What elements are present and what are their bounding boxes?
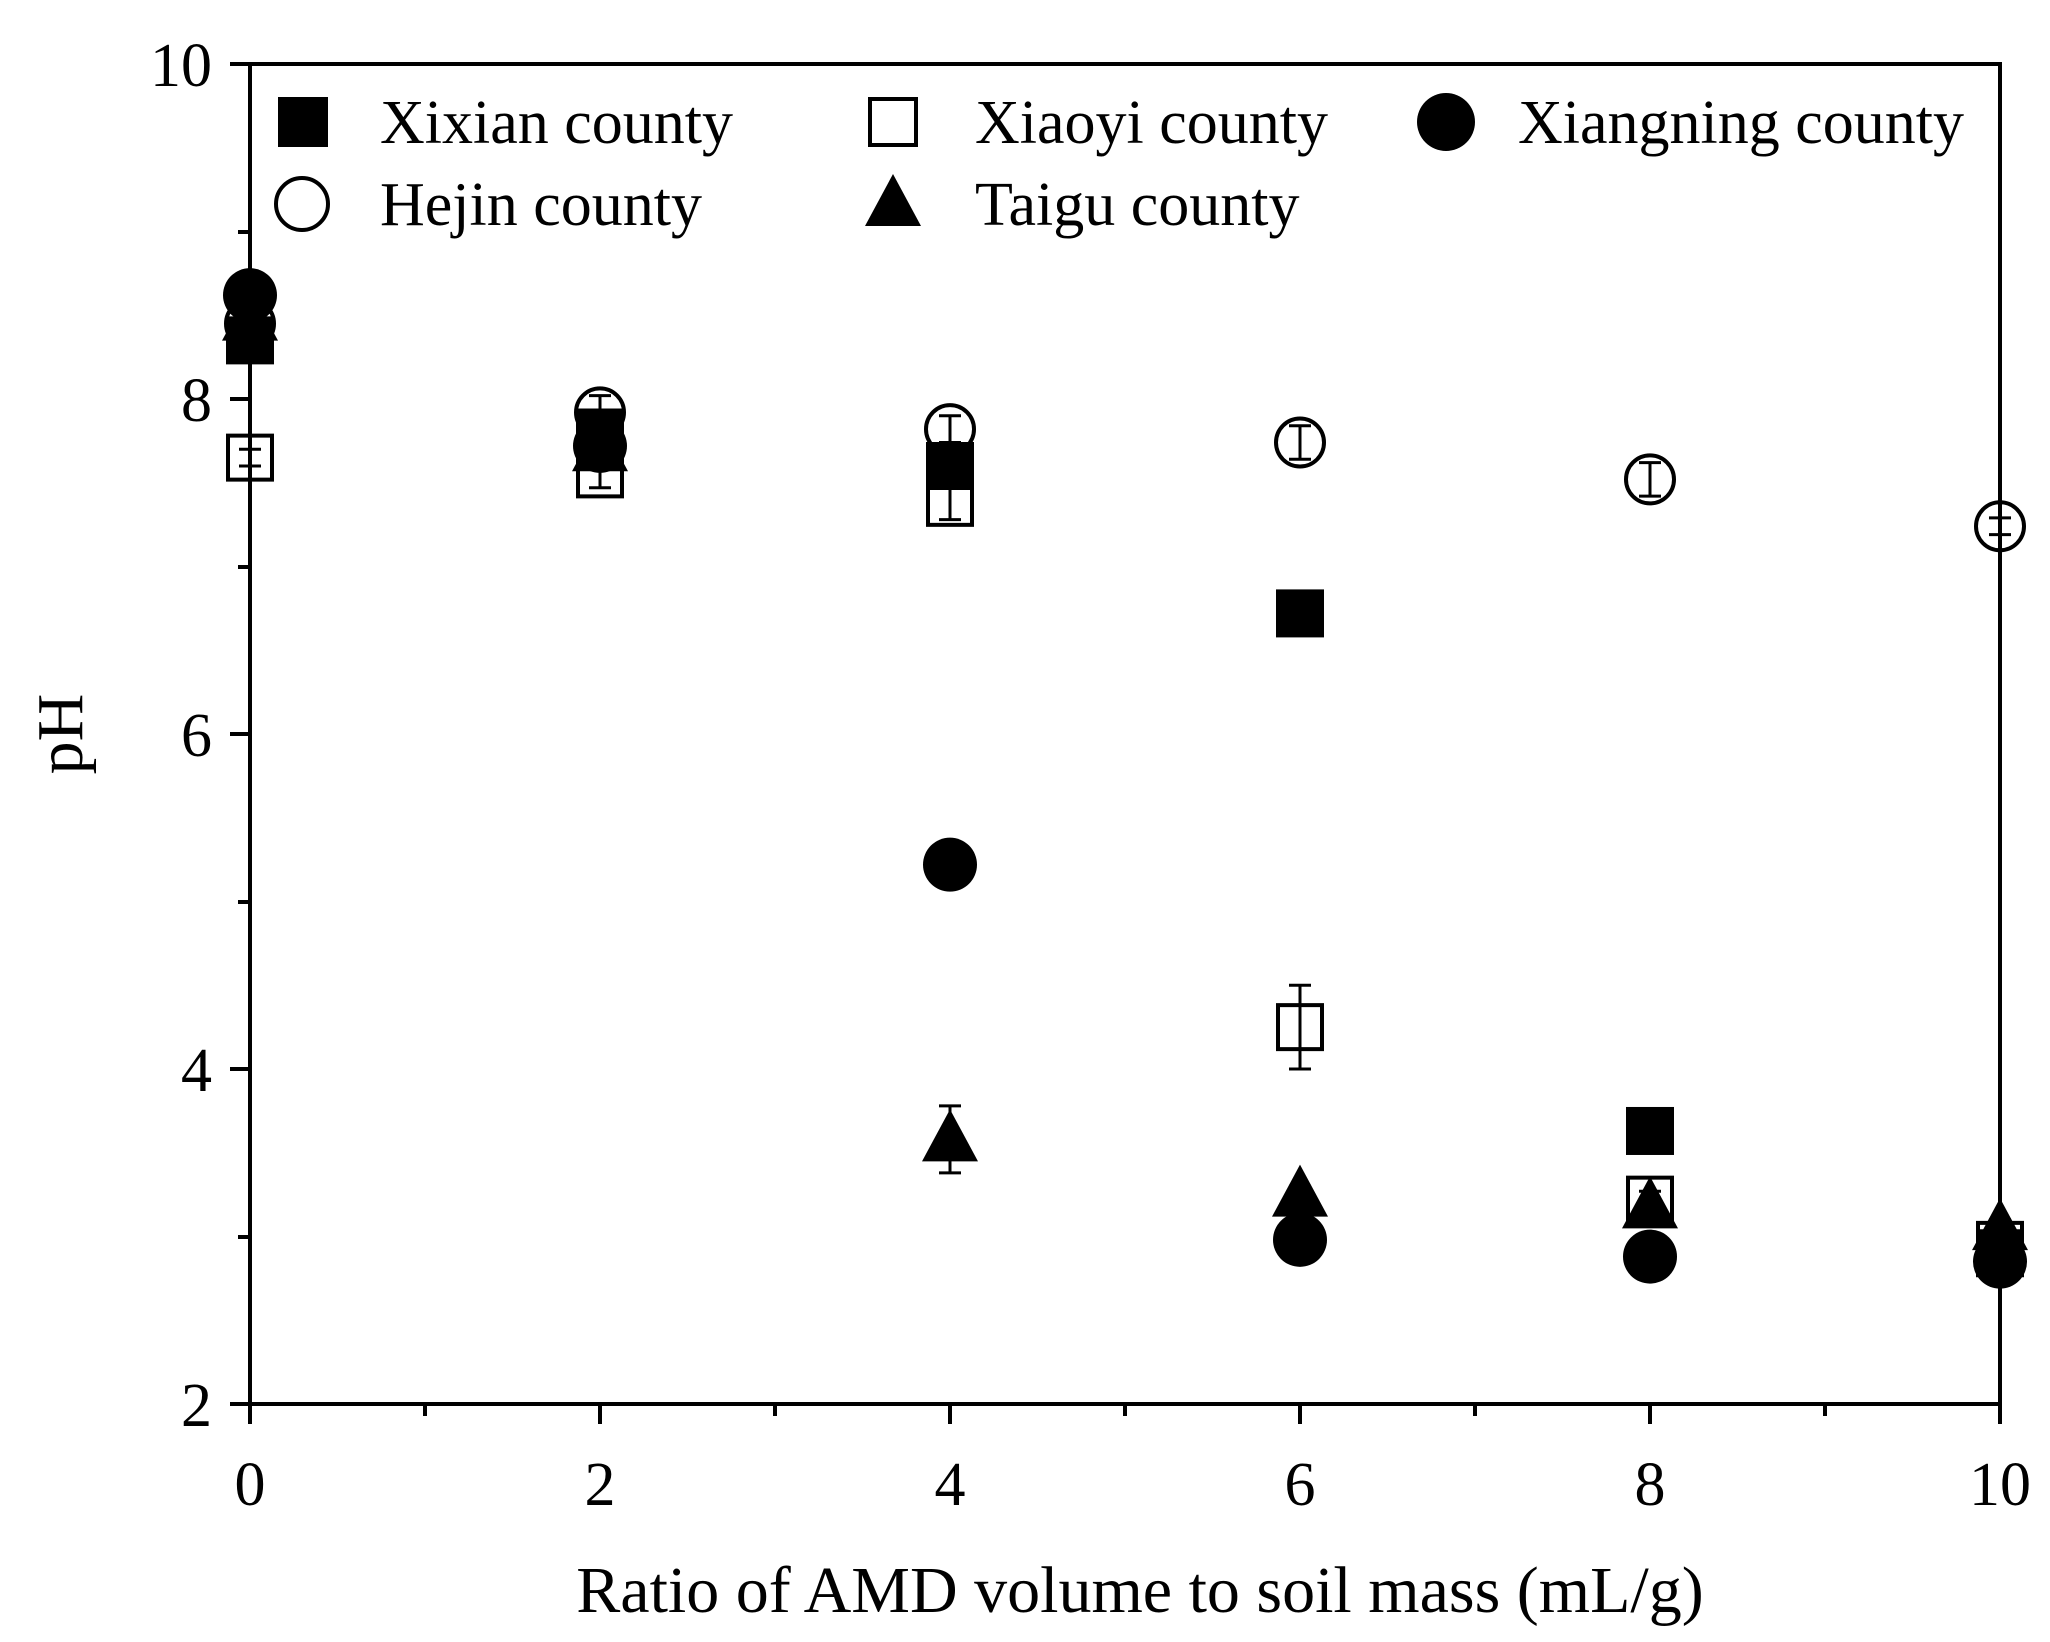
legend-label: Xixian county (380, 89, 733, 157)
data-point-filled-circle (1273, 1212, 1327, 1267)
legend-marker-filled-triangle (865, 174, 921, 226)
data-point-open-square (1276, 1003, 1324, 1052)
x-tick-label: 4 (935, 1451, 966, 1519)
legend-marker-open-square (868, 97, 918, 147)
y-axis-ticks (230, 62, 250, 1406)
data-point-filled-triangle (1272, 1164, 1328, 1217)
data-point-filled-triangle (1972, 1198, 2028, 1251)
data-point-filled-square (1626, 1106, 1674, 1155)
legend-marker-open-circle (274, 176, 330, 232)
data-layer (222, 268, 2028, 1289)
data-point-open-circle (1624, 453, 1676, 506)
data-point-filled-triangle (222, 288, 278, 341)
data-point-open-square (926, 478, 974, 527)
x-tick-label: 0 (235, 1451, 266, 1519)
x-axis-ticks (248, 1404, 2002, 1424)
data-point-filled-circle (923, 837, 977, 892)
y-tick-label: 8 (181, 367, 212, 435)
x-tick-labels: 0 2 4 6 8 10 (235, 1451, 2032, 1519)
y-tick-label: 4 (181, 1037, 212, 1105)
y-tick-label: 2 (181, 1372, 212, 1440)
data-point-open-circle (1974, 500, 2026, 553)
legend-marker-filled-square (278, 97, 328, 147)
legend-marker-filled-circle (1417, 93, 1475, 151)
data-point-filled-triangle (572, 419, 628, 472)
y-tick-label: 10 (150, 32, 212, 100)
legend-label: Hejin county (380, 171, 702, 239)
data-point-open-square (226, 433, 274, 482)
data-point-filled-circle (1623, 1229, 1677, 1284)
x-tick-label: 8 (1635, 1451, 1666, 1519)
data-point-open-circle (1274, 416, 1326, 469)
y-tick-labels: 2 4 6 8 10 (150, 32, 212, 1440)
legend-label: Xiaoyi county (975, 89, 1328, 157)
data-point-open-circle (924, 403, 976, 456)
y-axis-title: pH (24, 694, 97, 775)
legend: Xixian county Xiaoyi county Xiangning co… (274, 89, 1964, 239)
data-point-filled-triangle (922, 1109, 978, 1162)
y-tick-label: 6 (181, 702, 212, 770)
data-point-filled-square (1276, 589, 1324, 638)
x-tick-label: 10 (1969, 1451, 2031, 1519)
series-taigu-county (222, 288, 2028, 1251)
x-tick-label: 6 (1285, 1451, 1316, 1519)
data-point-filled-triangle (1622, 1176, 1678, 1229)
x-tick-label: 2 (585, 1451, 616, 1519)
legend-label: Xiangning county (1518, 89, 1964, 157)
legend-label: Taigu county (975, 171, 1300, 239)
x-axis-title: Ratio of AMD volume to soil mass (mL/g) (576, 1554, 1703, 1627)
